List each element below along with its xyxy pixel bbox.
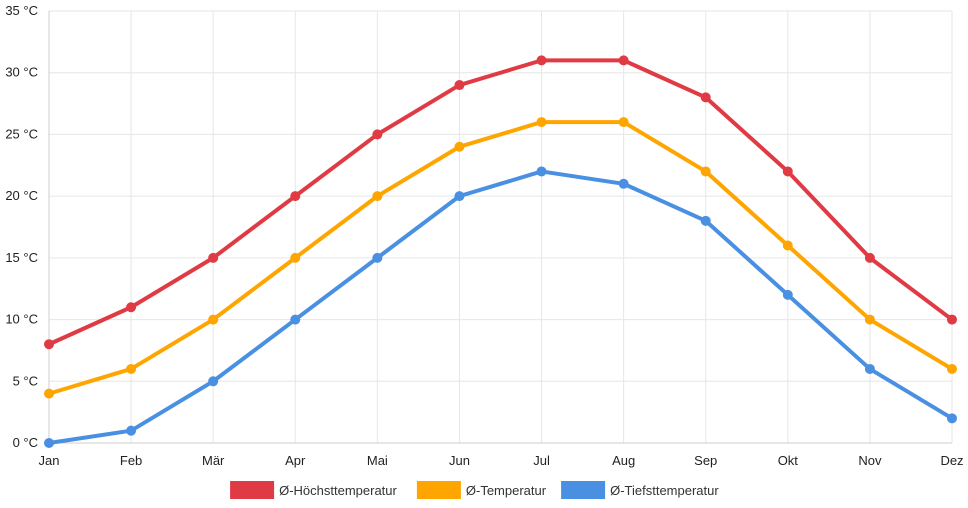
data-point-series-1[interactable] (454, 80, 465, 91)
x-tick-label: Okt (778, 453, 799, 468)
x-tick-label: Jul (533, 453, 550, 468)
data-point-series-1[interactable] (126, 302, 137, 313)
x-tick-label: Feb (120, 453, 142, 468)
x-tick-label: Aug (612, 453, 635, 468)
y-tick-label: 25 °C (5, 126, 38, 141)
y-tick-label: 35 °C (5, 3, 38, 18)
data-point-series-1[interactable] (618, 55, 629, 66)
x-tick-label: Mär (202, 453, 225, 468)
data-point-series-2[interactable] (208, 314, 219, 325)
data-point-series-2[interactable] (536, 117, 547, 128)
legend-swatch-1[interactable] (230, 481, 275, 499)
data-point-series-3[interactable] (290, 314, 301, 325)
data-point-series-3[interactable] (947, 413, 957, 424)
x-tick-label: Sep (694, 453, 717, 468)
legend-swatch-2[interactable] (416, 481, 461, 499)
data-point-series-3[interactable] (208, 376, 219, 387)
data-point-series-1[interactable] (372, 129, 383, 140)
data-point-series-2[interactable] (44, 388, 54, 399)
data-point-series-1[interactable] (290, 191, 301, 202)
x-tick-label: Mai (367, 453, 388, 468)
data-point-series-2[interactable] (782, 240, 793, 251)
x-tick-label: Jun (449, 453, 470, 468)
y-tick-label: 15 °C (5, 250, 38, 265)
y-tick-label: 10 °C (5, 312, 38, 327)
y-tick-label: 30 °C (5, 65, 38, 80)
data-point-series-3[interactable] (372, 252, 383, 263)
data-point-series-3[interactable] (536, 166, 547, 177)
data-point-series-3[interactable] (618, 178, 629, 189)
series-line-3 (47, 169, 954, 445)
data-point-series-2[interactable] (700, 166, 711, 177)
data-point-series-2[interactable] (126, 363, 137, 374)
data-point-series-3[interactable] (454, 191, 465, 202)
data-point-series-3[interactable] (782, 289, 793, 300)
data-point-series-3[interactable] (44, 438, 54, 448)
data-point-series-3[interactable] (126, 425, 137, 436)
data-point-series-1[interactable] (947, 314, 957, 325)
data-point-series-2[interactable] (290, 252, 301, 263)
legend-label-2[interactable]: Ø-Temperatur (466, 483, 547, 498)
data-point-series-1[interactable] (782, 166, 793, 177)
x-tick-label: Nov (858, 453, 882, 468)
y-tick-label: 5 °C (13, 373, 38, 388)
data-point-series-1[interactable] (536, 55, 547, 66)
legend-swatch-3[interactable] (561, 481, 606, 499)
data-point-series-3[interactable] (700, 215, 711, 226)
legend-label-3[interactable]: Ø-Tiefsttemperatur (610, 483, 719, 498)
series-line-2 (47, 120, 954, 396)
data-point-series-2[interactable] (454, 141, 465, 152)
x-tick-label: Jan (39, 453, 60, 468)
data-point-series-2[interactable] (372, 191, 383, 202)
x-tick-label: Apr (285, 453, 306, 468)
data-point-series-2[interactable] (618, 117, 629, 128)
data-point-series-2[interactable] (864, 314, 875, 325)
legend-label-1[interactable]: Ø-Höchsttemperatur (279, 483, 397, 498)
y-tick-label: 0 °C (13, 435, 38, 450)
data-point-series-3[interactable] (864, 363, 875, 374)
data-point-series-1[interactable] (44, 339, 54, 350)
data-point-series-1[interactable] (700, 92, 711, 103)
data-point-series-2[interactable] (947, 363, 957, 374)
y-tick-label: 20 °C (5, 188, 38, 203)
data-point-series-1[interactable] (208, 252, 219, 263)
x-tick-label: Dez (940, 453, 963, 468)
data-point-series-1[interactable] (864, 252, 875, 263)
series-line-1 (47, 58, 954, 347)
